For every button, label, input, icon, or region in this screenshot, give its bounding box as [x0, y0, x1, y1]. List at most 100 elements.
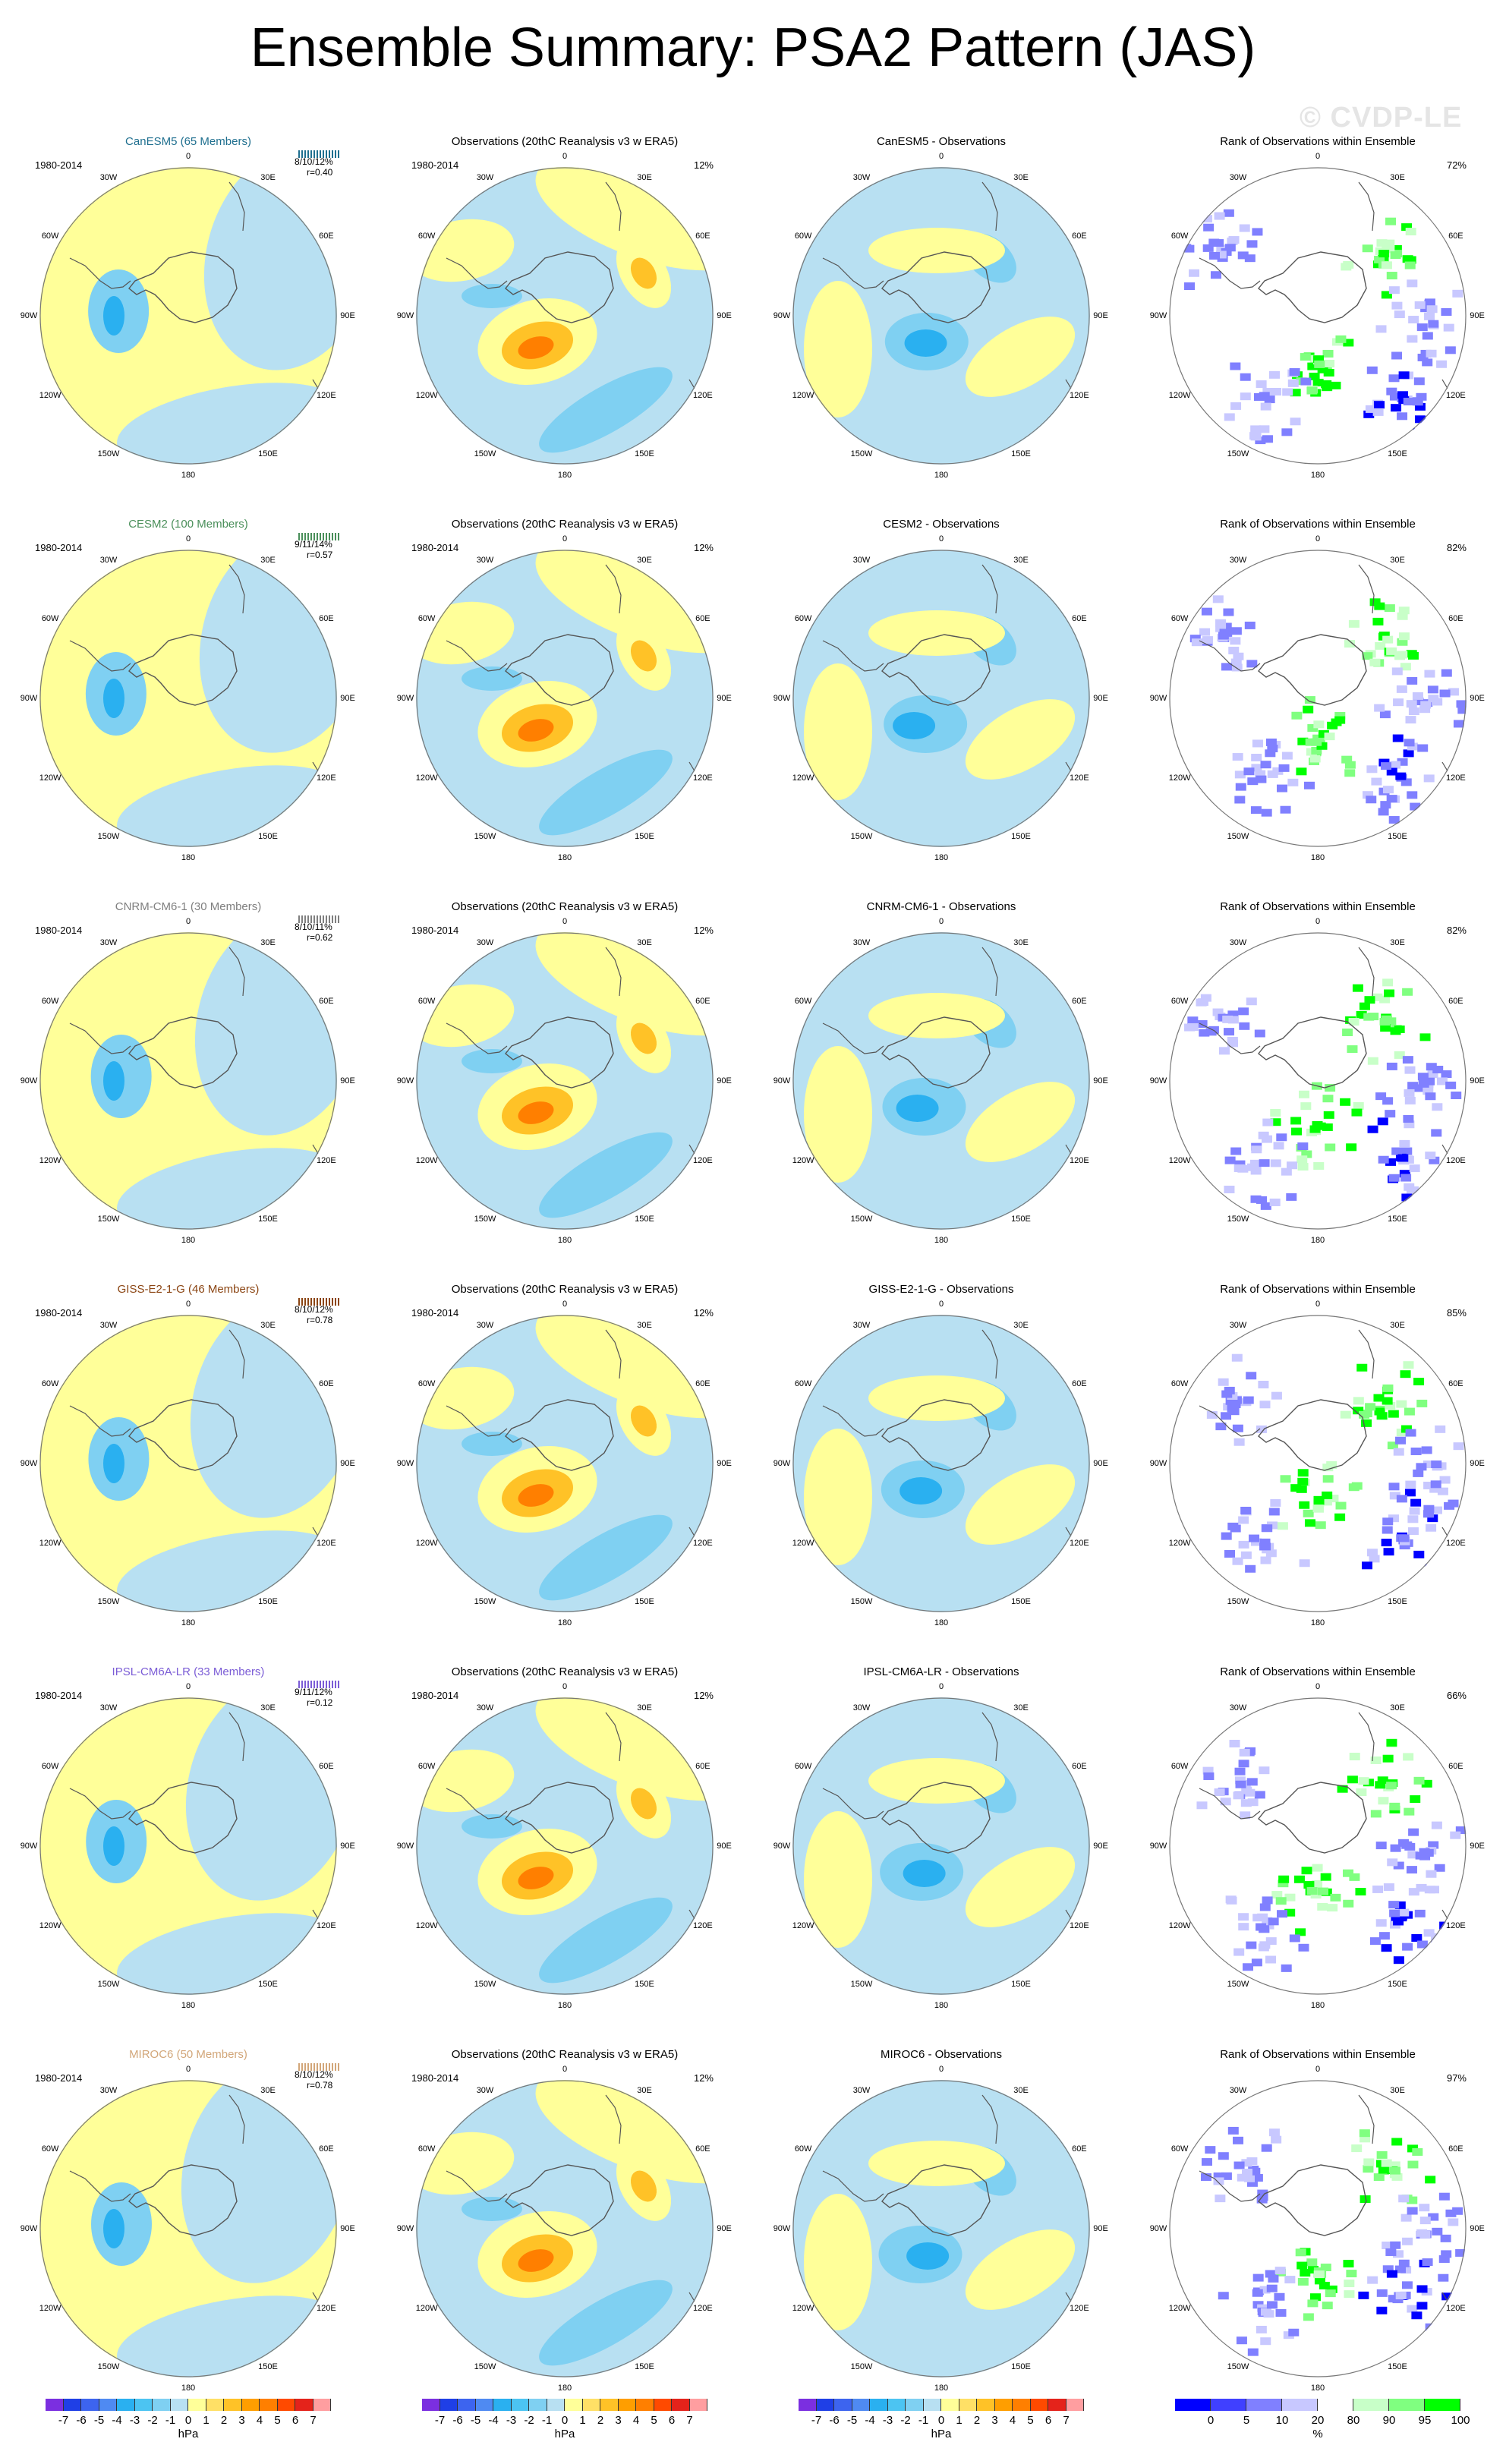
obs-panel: Observations (20thC Reanalysis v3 w ERA5…: [376, 2027, 753, 2409]
rank-percent: 72%: [1446, 159, 1467, 171]
rank-cell: [1277, 1522, 1288, 1530]
colorbar-cell: [458, 2399, 476, 2411]
rank-cell: [1401, 2281, 1413, 2289]
rank-cell: [1221, 1412, 1232, 1420]
colorbar-cell: [46, 2399, 64, 2411]
rank-cell: [1436, 1077, 1448, 1085]
rank-cell: [1322, 1123, 1333, 1132]
rank-cell: [1426, 1063, 1437, 1071]
map-frame: [792, 2080, 1090, 2381]
longitude-label: 180: [557, 1236, 572, 1245]
rank-cell: [1395, 2292, 1407, 2300]
longitude-label: 150E: [258, 1979, 278, 1989]
rank-cell: [1309, 755, 1321, 763]
rank-cell: [1252, 739, 1263, 748]
longitude-label: 90E: [340, 1459, 355, 1468]
rank-cell: [1353, 1397, 1364, 1405]
rank-cell: [1380, 801, 1391, 809]
rank-cell: [1369, 598, 1381, 607]
rank-cell: [1240, 392, 1251, 401]
rank-cell: [1398, 632, 1410, 641]
rank-cell: [1298, 1090, 1309, 1098]
rank-cell: [1262, 435, 1273, 443]
longitude-label: 120E: [1446, 391, 1466, 400]
antarctica-coastline: [881, 1016, 991, 1089]
rank-cell: [1241, 1786, 1252, 1794]
rank-cell: [1407, 791, 1418, 799]
longitude-label: 30W: [852, 1321, 871, 1331]
rank-cell: [1391, 245, 1402, 254]
longitude-label: 60E: [1072, 1762, 1087, 1771]
longitude-label: 0: [938, 1300, 944, 1309]
rank-cell: [1260, 1202, 1271, 1210]
rank-cell: [1414, 1909, 1426, 1917]
rank-cell: [1247, 777, 1259, 786]
longitude-label: 90W: [20, 311, 38, 320]
rank-cell: [1268, 2274, 1279, 2283]
longitude-label: 0: [562, 1682, 568, 1691]
longitude-label: 90E: [340, 311, 355, 320]
rank-cell: [1228, 236, 1240, 244]
rank-cell: [1369, 1937, 1381, 1946]
rank-cell: [1358, 2291, 1369, 2299]
colorbar-tick-label: 4: [1009, 2414, 1016, 2427]
rank-cell: [1246, 2157, 1258, 2165]
map-boundary: [792, 1315, 1090, 1612]
stats-percent: 9/11/14%: [295, 539, 332, 550]
rank-cell: [1213, 239, 1224, 247]
rank-cell: [1307, 2299, 1319, 2308]
member-spread-bars: [298, 533, 339, 540]
rank-background: [1169, 1697, 1467, 1995]
rank-cell: [1381, 1944, 1392, 1952]
rank-cell: [1312, 1864, 1323, 1872]
rank-cell: [1413, 377, 1425, 386]
rank-cell: [1398, 1534, 1410, 1542]
diff-panel-title: IPSL-CM6A-LR - Observations: [863, 1665, 1019, 1678]
colorbar-tick-label: 4: [256, 2414, 263, 2427]
rank-cell: [1366, 796, 1377, 804]
rank-cell: [1378, 2166, 1389, 2174]
pattern-correlation: r=0.12: [307, 1697, 333, 1708]
rank-cell: [1405, 1429, 1416, 1437]
rank-cell: [1212, 1008, 1224, 1016]
rank-cell: [1219, 629, 1230, 637]
rank-cell: [1363, 2158, 1375, 2166]
longitude-label: 30E: [260, 173, 276, 183]
longitude-label: 180: [1310, 853, 1325, 862]
rank-cell: [1342, 1028, 1353, 1036]
rank-cell: [1312, 1505, 1324, 1513]
longitude-label: 150E: [1388, 449, 1407, 458]
longitude-label: 30E: [637, 1703, 652, 1713]
africa-coastline: [1358, 2094, 1375, 2144]
longitude-label: 60E: [695, 2144, 710, 2154]
africa-coastline: [605, 181, 622, 232]
strong-negative-anomaly: [903, 1860, 946, 1887]
antarctica-coastline: [881, 1399, 991, 1471]
rank-cell: [1275, 1897, 1287, 1905]
longitude-label: 150E: [258, 1214, 278, 1224]
rank-cell: [1317, 1902, 1328, 1911]
map-boundary: [792, 167, 1090, 465]
map-frame: [416, 1697, 714, 1999]
rank-cell: [1233, 2136, 1244, 2144]
rank-cell: [1426, 305, 1438, 314]
map-boundary: [792, 932, 1090, 1230]
rank-cell: [1325, 2289, 1336, 2298]
rank-cell: [1324, 359, 1335, 367]
rank-cell: [1288, 2328, 1300, 2336]
africa-coastline: [1358, 564, 1375, 614]
rank-cell: [1344, 640, 1355, 648]
colorbar-cell: [241, 2399, 260, 2411]
rank-cell: [1319, 2281, 1330, 2289]
rank-cell: [1381, 291, 1392, 299]
obs-panel-title: Observations (20thC Reanalysis v3 w ERA5…: [451, 135, 679, 148]
rank-cell: [1384, 239, 1395, 247]
longitude-label: 60W: [41, 1379, 59, 1388]
rank-cell: [1201, 607, 1212, 616]
longitude-label: 120E: [317, 774, 336, 783]
rank-cell: [1400, 2266, 1412, 2274]
rank-cell: [1271, 1891, 1283, 1899]
longitude-label: 150W: [850, 1979, 873, 1989]
rank-cell: [1404, 1489, 1416, 1497]
rank-cell: [1445, 346, 1456, 354]
